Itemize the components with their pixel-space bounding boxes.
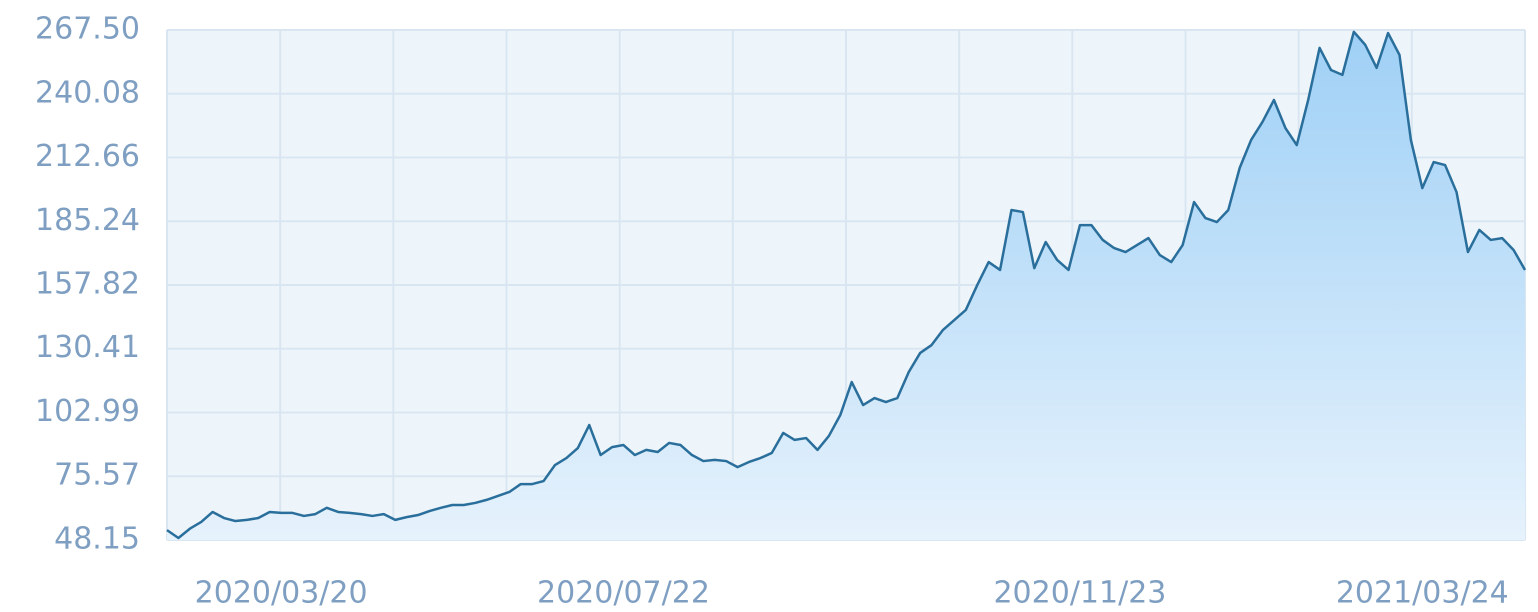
y-tick-label: 267.50 xyxy=(35,12,140,47)
y-tick-label: 185.24 xyxy=(35,203,140,238)
area xyxy=(167,31,1525,541)
x-tick-label: 2020/11/23 xyxy=(993,576,1166,611)
x-tick-label: 2021/03/24 xyxy=(1336,576,1509,611)
line xyxy=(166,30,1527,540)
y-tick-label: 240.08 xyxy=(35,75,140,110)
y-tick-label: 75.57 xyxy=(54,458,140,493)
y-tick-label: 157.82 xyxy=(35,267,140,302)
y-tick-label: 212.66 xyxy=(35,139,140,174)
x-tick-label: 2020/07/22 xyxy=(537,576,710,611)
y-tick-label: 102.99 xyxy=(35,394,140,429)
y-tick-label: 48.15 xyxy=(54,522,140,557)
x-tick-label: 2020/03/20 xyxy=(195,576,368,611)
y-tick-label: 130.41 xyxy=(35,330,140,365)
